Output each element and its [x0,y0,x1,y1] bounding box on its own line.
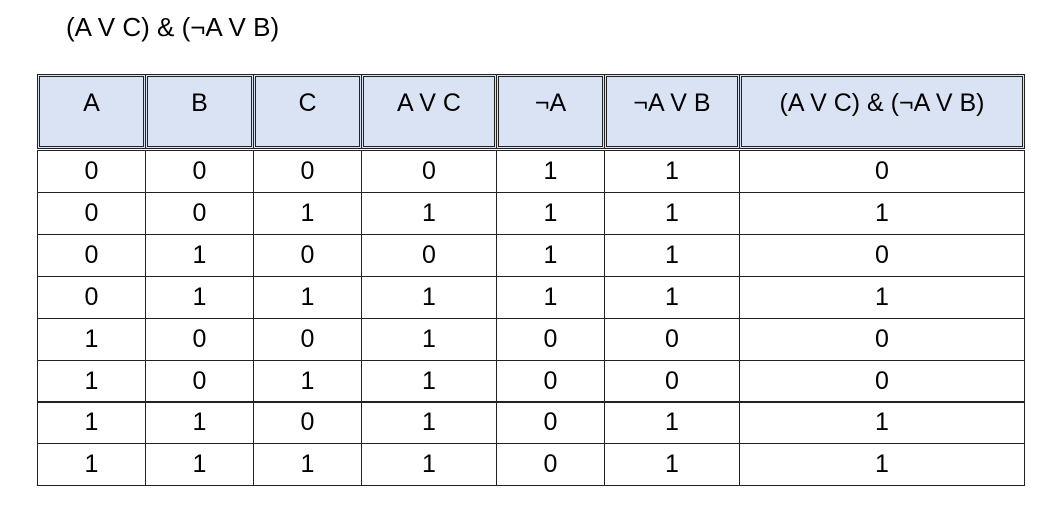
header-cell: (A V C) & (¬A V B) [739,74,1025,149]
table-cell: 1 [739,401,1025,444]
table-cell: 0 [739,318,1025,361]
table-cell: 0 [145,192,254,235]
table-cell: 0 [604,360,740,403]
table-cell: 1 [145,443,254,486]
table-cell: 0 [37,150,146,193]
table-cell: 1 [604,234,740,277]
table-cell: 0 [739,234,1025,277]
table-cell: 1 [253,360,362,403]
table-cell: 1 [496,276,605,319]
table-cell: 1 [604,192,740,235]
table-cell: 1 [361,318,497,361]
table-cell: 1 [145,276,254,319]
table-cell: 1 [604,443,740,486]
table-cell: 0 [253,318,362,361]
table-cell: 0 [145,360,254,403]
table-cell: 0 [496,318,605,361]
table-cell: 1 [361,443,497,486]
table-cell: 1 [145,234,254,277]
table-cell: 1 [37,360,146,403]
table-cell: 1 [739,192,1025,235]
table-cell: 0 [739,360,1025,403]
table-cell: 0 [37,276,146,319]
header-cell: B [145,74,254,149]
table-cell: 0 [37,192,146,235]
header-cell: A V C [361,74,497,149]
table-cell: 1 [37,443,146,486]
table-cell: 1 [739,276,1025,319]
table-cell: 0 [361,234,497,277]
table-cell: 1 [37,401,146,444]
table-cell: 0 [145,150,254,193]
table-cell: 1 [604,276,740,319]
header-cell: ¬A V B [604,74,740,149]
table-cell: 1 [253,443,362,486]
table-cell: 0 [361,150,497,193]
table-cell: 1 [361,192,497,235]
header-cell: A [37,74,146,149]
table-cell: 0 [496,443,605,486]
formula-title: (A V C) & (¬A V B) [66,12,280,42]
table-cell: 0 [253,401,362,444]
table-cell: 1 [604,401,740,444]
table-cell: 0 [604,318,740,361]
table-cell: 0 [37,234,146,277]
table-cell: 1 [37,318,146,361]
table-cell: 0 [253,150,362,193]
table-cell: 1 [496,150,605,193]
table-cell: 0 [496,360,605,403]
table-cell: 1 [361,401,497,444]
table-cell: 1 [253,276,362,319]
table-cell: 0 [739,150,1025,193]
table-cell: 1 [604,150,740,193]
table-cell: 0 [496,401,605,444]
table-cell: 1 [253,192,362,235]
table-cell: 1 [496,192,605,235]
table-cell: 1 [145,401,254,444]
table-cell: 0 [145,318,254,361]
table-cell: 1 [361,360,497,403]
table-cell: 1 [496,234,605,277]
header-cell: ¬A [496,74,605,149]
header-cell: C [253,74,362,149]
table-cell: 0 [253,234,362,277]
table-cell: 1 [739,443,1025,486]
table-cell: 1 [361,276,497,319]
